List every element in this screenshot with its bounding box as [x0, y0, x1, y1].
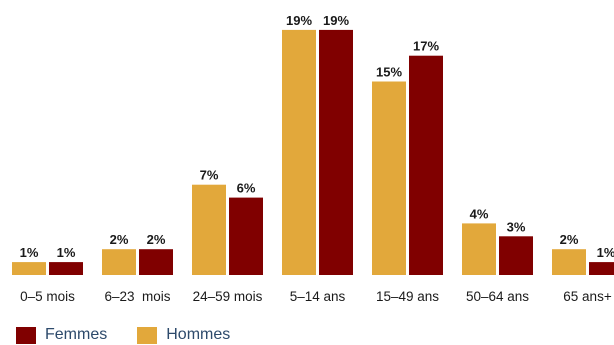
bar-femmes-2: [229, 197, 263, 275]
data-label-hommes-1: 2%: [110, 232, 129, 247]
data-label-femmes-1: 2%: [147, 232, 166, 247]
data-label-hommes-4: 15%: [376, 65, 402, 80]
x-tick-label-0: 0–5 mois: [20, 289, 75, 304]
x-tick-label-2: 24–59 mois: [193, 289, 263, 304]
x-tick-label-3: 5–14 ans: [290, 289, 346, 304]
bar-hommes-2: [192, 184, 226, 275]
x-tick-label-1: 6–23 mois: [104, 289, 170, 304]
data-label-femmes-6: 1%: [597, 245, 614, 260]
data-label-hommes-0: 1%: [20, 245, 39, 260]
data-label-hommes-3: 19%: [286, 13, 312, 28]
legend-item-femmes: Femmes: [16, 326, 107, 344]
bar-femmes-4: [409, 55, 443, 276]
bar-femmes-5: [499, 236, 533, 275]
legend: Femmes Hommes: [16, 326, 260, 344]
bar-hommes-1: [102, 249, 136, 275]
bar-femmes-1: [139, 249, 173, 275]
bar-femmes-6: [589, 262, 614, 275]
legend-label-femmes: Femmes: [45, 326, 108, 343]
legend-swatch-hommes: [137, 326, 158, 344]
bar-femmes-0: [49, 262, 83, 275]
x-tick-label-5: 50–64 ans: [466, 289, 529, 304]
x-tick-label-6: 65 ans+: [563, 289, 612, 304]
x-tick-label-4: 15–49 ans: [376, 289, 439, 304]
legend-swatch-femmes: [16, 326, 36, 344]
bar-femmes-3: [319, 29, 353, 276]
bar-hommes-3: [282, 29, 316, 276]
bar-hommes-5: [462, 223, 496, 275]
bar-hommes-0: [12, 262, 46, 275]
data-label-hommes-5: 4%: [470, 206, 489, 221]
data-label-femmes-4: 17%: [413, 39, 439, 54]
legend-label-hommes: Hommes: [166, 326, 231, 343]
bar-hommes-6: [552, 249, 586, 275]
data-label-hommes-6: 2%: [560, 232, 579, 247]
legend-item-hommes: Hommes: [137, 326, 230, 344]
data-label-femmes-3: 19%: [323, 13, 349, 28]
data-label-femmes-5: 3%: [507, 219, 526, 234]
data-label-femmes-0: 1%: [57, 245, 76, 260]
data-label-femmes-2: 6%: [237, 181, 256, 196]
bar-hommes-4: [372, 81, 406, 275]
data-label-hommes-2: 7%: [200, 168, 219, 183]
